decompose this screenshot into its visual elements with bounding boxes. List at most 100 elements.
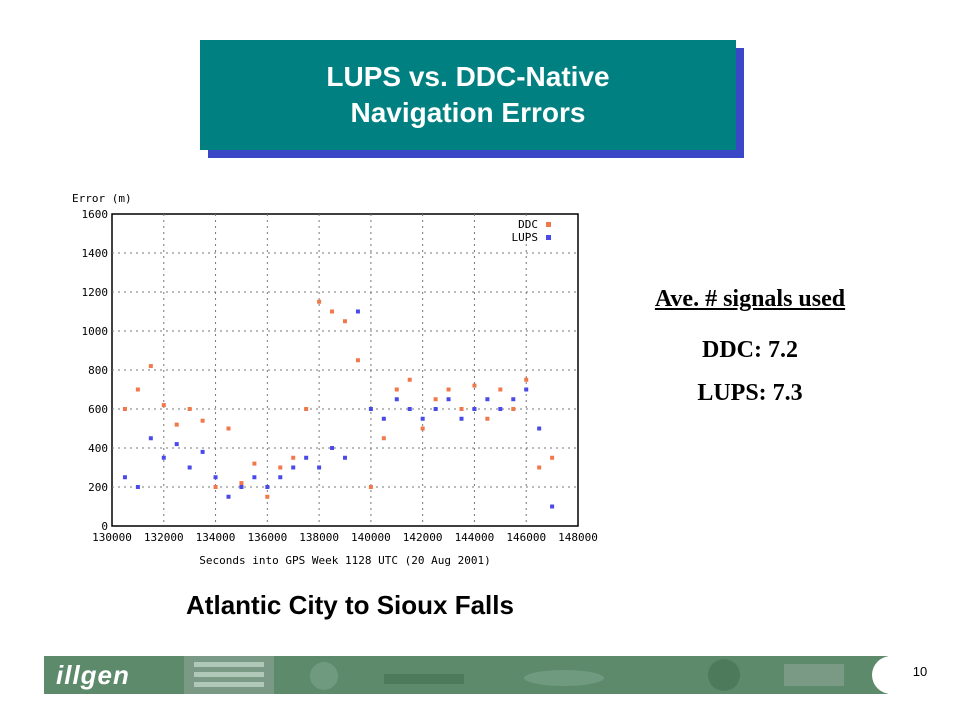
data-point-lups — [317, 465, 322, 470]
data-point-ddc — [433, 397, 438, 402]
data-point-ddc — [330, 309, 335, 314]
data-point-lups — [330, 446, 335, 450]
title-line-2: Navigation Errors — [350, 97, 586, 128]
data-point-ddc — [317, 299, 322, 304]
data-point-lups — [239, 485, 244, 489]
x-tick-label: 134000 — [196, 531, 236, 544]
data-point-ddc — [200, 418, 205, 423]
legend-label-lups: LUPS — [512, 231, 539, 244]
page-number: 10 — [912, 664, 928, 679]
data-point-ddc — [524, 377, 529, 382]
data-point-lups — [148, 436, 153, 441]
data-point-ddc — [355, 358, 360, 363]
data-point-lups — [265, 485, 270, 489]
x-tick-label: 138000 — [299, 531, 339, 544]
data-point-lups — [368, 407, 373, 411]
footer-band: illgen — [44, 656, 888, 694]
data-point-ddc — [511, 407, 516, 411]
data-point-ddc — [265, 494, 270, 499]
data-point-lups — [394, 397, 399, 402]
y-tick-label: 1600 — [82, 208, 109, 221]
legend-swatch-lups — [546, 235, 551, 240]
data-point-ddc — [485, 416, 490, 421]
data-point-ddc — [446, 387, 451, 392]
data-point-lups — [291, 465, 296, 470]
data-point-lups — [381, 416, 386, 421]
data-point-ddc — [278, 465, 283, 470]
data-point-ddc — [407, 377, 412, 382]
x-tick-label: 140000 — [351, 531, 391, 544]
illgen-logo: illgen — [56, 660, 130, 690]
data-point-lups — [161, 455, 166, 460]
y-tick-label: 800 — [88, 364, 108, 377]
data-point-lups — [407, 407, 412, 411]
x-tick-label: 136000 — [247, 531, 287, 544]
y-tick-label: 1000 — [82, 325, 109, 338]
data-point-ddc — [291, 455, 296, 460]
data-point-ddc — [343, 319, 347, 324]
data-point-lups — [420, 416, 425, 421]
slide-title: LUPS vs. DDC-Native Navigation Errors — [200, 40, 736, 150]
data-point-ddc — [239, 481, 244, 486]
data-point-lups — [355, 309, 360, 314]
y-tick-label: 400 — [88, 442, 108, 455]
y-tick-label: 600 — [88, 403, 108, 416]
title-line-1: LUPS vs. DDC-Native — [326, 61, 610, 92]
data-point-lups — [433, 407, 438, 411]
data-point-lups — [122, 475, 127, 480]
legend-label-ddc: DDC — [518, 218, 538, 231]
data-point-lups — [524, 387, 529, 392]
footer-collage — [184, 656, 844, 694]
data-point-ddc — [537, 465, 542, 470]
data-point-lups — [304, 455, 309, 460]
data-point-lups — [485, 397, 490, 402]
data-point-ddc — [381, 436, 386, 441]
data-point-lups — [174, 442, 179, 447]
y-tick-label: 1400 — [82, 247, 109, 260]
x-tick-label: 130000 — [92, 531, 132, 544]
y-tick-label: 0 — [101, 520, 108, 533]
data-point-ddc — [226, 426, 231, 431]
lups-signals: LUPS: 7.3 — [697, 380, 803, 406]
data-point-lups — [200, 449, 205, 454]
data-point-lups — [187, 465, 192, 470]
data-point-lups — [472, 407, 477, 411]
data-point-ddc — [368, 485, 373, 489]
data-point-ddc — [420, 426, 425, 431]
x-tick-label: 146000 — [506, 531, 546, 544]
data-point-lups — [343, 455, 347, 460]
x-tick-label: 148000 — [558, 531, 598, 544]
data-point-lups — [511, 397, 516, 402]
x-tick-label: 142000 — [403, 531, 443, 544]
data-point-lups — [252, 475, 257, 480]
data-point-lups — [226, 494, 231, 499]
data-point-lups — [550, 504, 555, 509]
x-tick-label: 144000 — [455, 531, 495, 544]
data-point-ddc — [161, 403, 166, 408]
data-point-lups — [135, 485, 140, 489]
signals-panel: Ave. # signals used DDC: 7.2 LUPS: 7.3 — [600, 286, 900, 423]
chart-caption: Atlantic City to Sioux Falls — [186, 590, 514, 620]
data-point-ddc — [394, 387, 399, 392]
data-point-lups — [459, 416, 464, 421]
ddc-signals: DDC: 7.2 — [702, 337, 798, 363]
data-point-ddc — [213, 485, 218, 489]
data-point-ddc — [187, 407, 192, 411]
data-point-ddc — [174, 422, 179, 427]
footer-cap — [872, 656, 908, 694]
data-point-lups — [213, 475, 218, 480]
data-point-ddc — [304, 407, 309, 411]
data-point-ddc — [498, 387, 503, 392]
data-point-ddc — [122, 407, 127, 411]
data-point-ddc — [550, 455, 555, 460]
data-point-ddc — [252, 461, 257, 466]
data-point-lups — [278, 475, 283, 480]
legend-swatch-ddc — [546, 222, 551, 227]
data-point-ddc — [135, 387, 140, 392]
data-point-lups — [537, 426, 542, 431]
signals-header: Ave. # signals used — [654, 286, 846, 312]
data-point-ddc — [148, 364, 153, 369]
x-tick-label: 132000 — [144, 531, 184, 544]
data-point-ddc — [459, 407, 464, 411]
data-point-lups — [446, 397, 451, 402]
